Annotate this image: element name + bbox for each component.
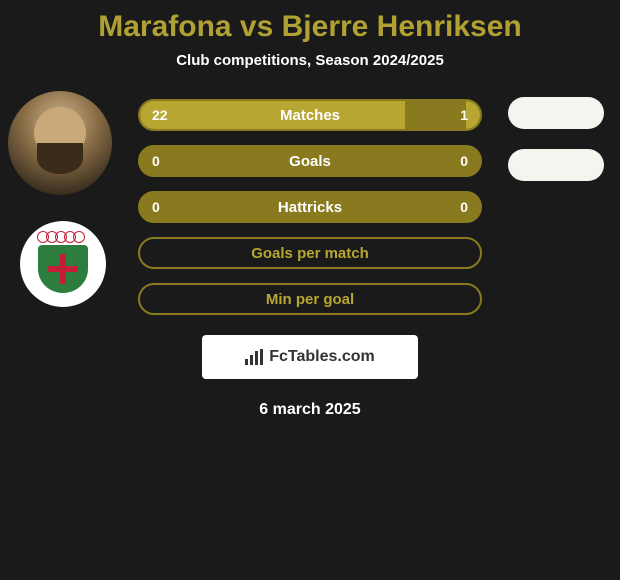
season-subtitle: Club competitions, Season 2024/2025: [0, 52, 620, 69]
stat-label: Goals: [289, 153, 331, 170]
stat-label: Hattricks: [278, 199, 342, 216]
badge-inner: [28, 229, 98, 299]
olympic-rings-icon: [40, 231, 85, 243]
branding-box: FcTables.com: [202, 335, 418, 379]
content-area: 22 1 Matches 0 0 Goals 0 0 Hattricks Goals per ma…: [0, 99, 620, 419]
cross-icon: [48, 254, 78, 284]
comparison-title: Marafona vs Bjerre Henriksen: [0, 10, 620, 44]
stat-label: Min per goal: [266, 291, 354, 308]
stat-value-right: 1: [460, 107, 468, 123]
player1-club-badge: [20, 221, 106, 307]
avatar-beard-icon: [37, 143, 83, 174]
stat-value-left: 0: [152, 153, 160, 169]
branding-text: FcTables.com: [269, 348, 375, 366]
shield-icon: [38, 245, 88, 293]
stat-value-left: 22: [152, 107, 168, 123]
stat-bar: Goals per match: [138, 237, 482, 269]
stat-fill-right: [466, 101, 480, 129]
stats-area: 22 1 Matches 0 0 Goals 0 0 Hattricks Goals per ma…: [138, 99, 482, 315]
stat-bar: 0 0 Goals: [138, 145, 482, 177]
player1-avatar: [8, 91, 112, 195]
stat-value-left: 0: [152, 199, 160, 215]
stat-value-right: 0: [460, 199, 468, 215]
infographic-container: Marafona vs Bjerre Henriksen Club compet…: [0, 0, 620, 429]
player2-avatar-placeholder: [508, 97, 604, 129]
date-label: 6 march 2025: [0, 401, 620, 419]
chart-bars-icon: [245, 349, 265, 365]
stat-value-right: 0: [460, 153, 468, 169]
stat-fill-left: [140, 101, 405, 129]
player2-badge-placeholder: [508, 149, 604, 181]
stat-bar: 0 0 Hattricks: [138, 191, 482, 223]
stat-label: Goals per match: [251, 245, 369, 262]
stat-bar: Min per goal: [138, 283, 482, 315]
stat-label: Matches: [280, 107, 340, 124]
stat-bar: 22 1 Matches: [138, 99, 482, 131]
